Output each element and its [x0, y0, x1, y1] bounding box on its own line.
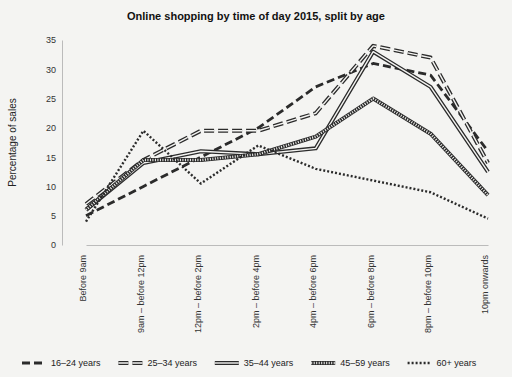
x-tick-label: 12pm – before 2pm [193, 255, 203, 333]
y-tick: 0 [51, 240, 62, 250]
legend: 16–24 years 25–34 years 35–44 years 45–59 y… [22, 358, 477, 368]
y-tick: 5 [51, 211, 62, 221]
x-tick-label: 4pm – before 6pm [308, 255, 318, 328]
y-tick-label: 25 [46, 94, 56, 104]
x-tick-label: 9am – before 12pm [136, 255, 146, 333]
x-tick: 6pm – before 8pm [366, 245, 376, 328]
series-line [86, 99, 488, 210]
y-tick: 20 [46, 123, 62, 133]
legend-swatch [118, 361, 142, 365]
legend-swatch [22, 362, 46, 365]
y-tick: 10 [46, 182, 62, 192]
x-tick-label: 8pm – before 10pm [423, 255, 433, 333]
x-axis: Before 9am 9am – before 12pm 12pm – before… [78, 245, 490, 333]
legend-swatch [311, 362, 335, 364]
y-tick: 15 [46, 153, 62, 163]
y-axis: 0 5 10 15 20 25 30 35 [46, 35, 63, 250]
y-tick: 25 [46, 94, 62, 104]
y-tick: 35 [46, 35, 62, 45]
legend-label: 60+ years [437, 358, 477, 368]
chart: Online shopping by time of day 2015, spl… [0, 0, 512, 377]
legend-item: 60+ years [408, 358, 477, 368]
series-line-inner [86, 46, 488, 204]
x-tick: 8pm – before 10pm [423, 245, 433, 333]
legend-label: 35–44 years [244, 358, 294, 368]
legend-item: 16–24 years [22, 358, 101, 368]
legend-swatch [215, 362, 239, 363]
x-tick: Before 9am [78, 245, 88, 302]
x-tick-label: 10pm onwards [480, 255, 490, 315]
x-tick: 4pm – before 6pm [308, 245, 318, 328]
legend-item: 45–59 years [311, 358, 390, 368]
x-tick-label: Before 9am [78, 255, 88, 302]
series-line [86, 52, 488, 210]
x-tick-label: 6pm – before 8pm [366, 255, 376, 328]
y-tick: 30 [46, 65, 62, 75]
legend-swatch [118, 362, 142, 363]
legend-swatch [408, 362, 432, 364]
y-tick-label: 30 [46, 65, 56, 75]
x-tick: 9am – before 12pm [136, 245, 146, 333]
legend-label: 45–59 years [340, 358, 390, 368]
series-line [86, 46, 488, 204]
legend-swatch [311, 361, 335, 365]
x-axis-line [87, 245, 489, 246]
series-line [86, 131, 488, 222]
legend-label: 25–34 years [147, 358, 197, 368]
legend-item: 25–34 years [118, 358, 197, 368]
series-line-inner [86, 99, 488, 210]
x-tick: 12pm – before 2pm [193, 245, 203, 333]
x-tick: 10pm onwards [480, 245, 490, 314]
series-line-inner [86, 52, 488, 210]
y-axis-title: Percentage of sales [7, 98, 18, 186]
y-tick-label: 5 [51, 211, 56, 221]
legend-item: 35–44 years [215, 358, 294, 368]
y-tick-label: 35 [46, 35, 56, 45]
x-tick: 2pm – before 4pm [251, 245, 261, 328]
legend-swatch [215, 361, 239, 365]
x-tick-label: 2pm – before 4pm [251, 255, 261, 328]
legend-label: 16–24 years [51, 358, 101, 368]
y-tick-label: 0 [51, 240, 56, 250]
y-tick-label: 10 [46, 182, 56, 192]
title: Online shopping by time of day 2015, spl… [127, 10, 385, 22]
y-tick-label: 15 [46, 153, 56, 163]
y-tick-label: 20 [46, 123, 56, 133]
plot-area [86, 46, 488, 222]
y-axis-line [62, 41, 63, 246]
